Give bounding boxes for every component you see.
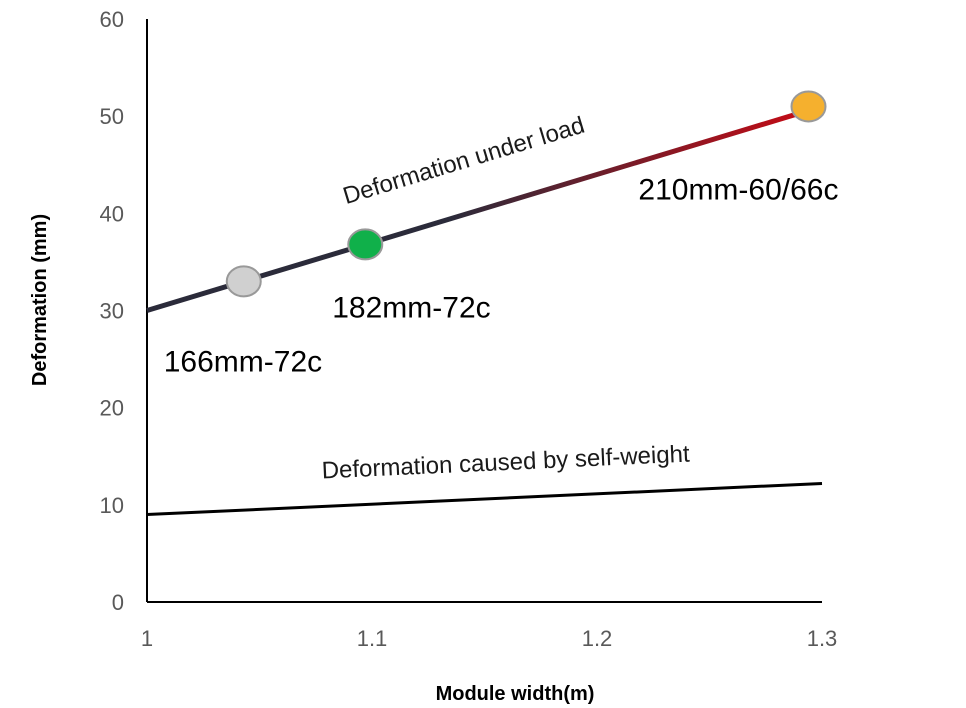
series-label-deformation-self-weight: Deformation caused by self-weight (321, 441, 690, 485)
data-point-1 (347, 228, 384, 261)
data-point-label-2: 210mm-60/66c (638, 173, 838, 206)
data-point-0 (225, 265, 262, 298)
data-points: 166mm-72c 182mm-72c 210mm-60/66c (164, 90, 839, 378)
data-point-2 (790, 90, 827, 123)
x-tick-label-0: 1 (141, 626, 153, 651)
y-tick-label-1: 10 (100, 493, 124, 518)
y-tick-label-4: 40 (100, 201, 124, 226)
x-axis-title: Module width(m) (436, 683, 595, 705)
data-point-label-1: 182mm-72c (332, 291, 490, 324)
x-tick-label-2: 1.2 (582, 626, 613, 651)
series-line-deformation-self-weight (146, 481, 823, 517)
y-tick-labels: 0 10 20 30 40 50 60 (100, 7, 124, 615)
x-tick-label-3: 1.3 (807, 626, 838, 651)
y-tick-label-2: 20 (100, 396, 124, 421)
y-tick-label-6: 60 (100, 7, 124, 32)
y-tick-label-3: 30 (100, 299, 124, 324)
x-tick-label-1: 1.1 (357, 626, 388, 651)
y-tick-label-5: 50 (100, 104, 124, 129)
x-tick-labels: 1 1.1 1.2 1.3 (141, 626, 837, 651)
series-label-deformation-under-load: Deformation under load (340, 112, 588, 210)
data-point-label-0: 166mm-72c (164, 345, 322, 378)
y-axis-title: Deformation (mm) (29, 214, 51, 386)
y-tick-label-0: 0 (112, 590, 124, 615)
